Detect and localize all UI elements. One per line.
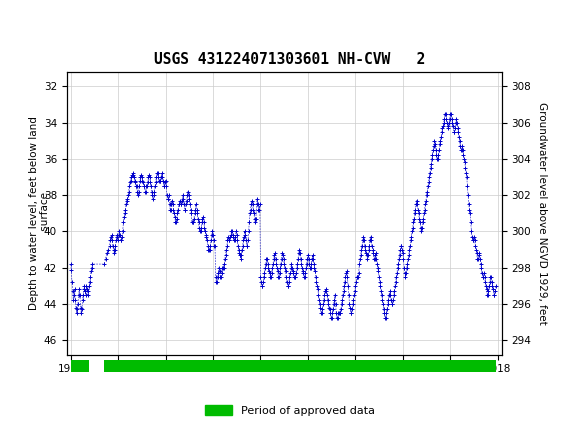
Legend: Period of approved data: Period of approved data [200,401,380,421]
Y-axis label: Depth to water level, feet below land
 surface: Depth to water level, feet below land su… [29,117,50,310]
Text: USGS: USGS [49,9,104,27]
Bar [104,360,496,372]
Bar [71,360,89,372]
Bar [3,3,79,32]
Y-axis label: Groundwater level above NGVD 1929, feet: Groundwater level above NGVD 1929, feet [537,102,547,325]
Text: USGS 431224071303601 NH-CVW   2: USGS 431224071303601 NH-CVW 2 [154,52,426,67]
